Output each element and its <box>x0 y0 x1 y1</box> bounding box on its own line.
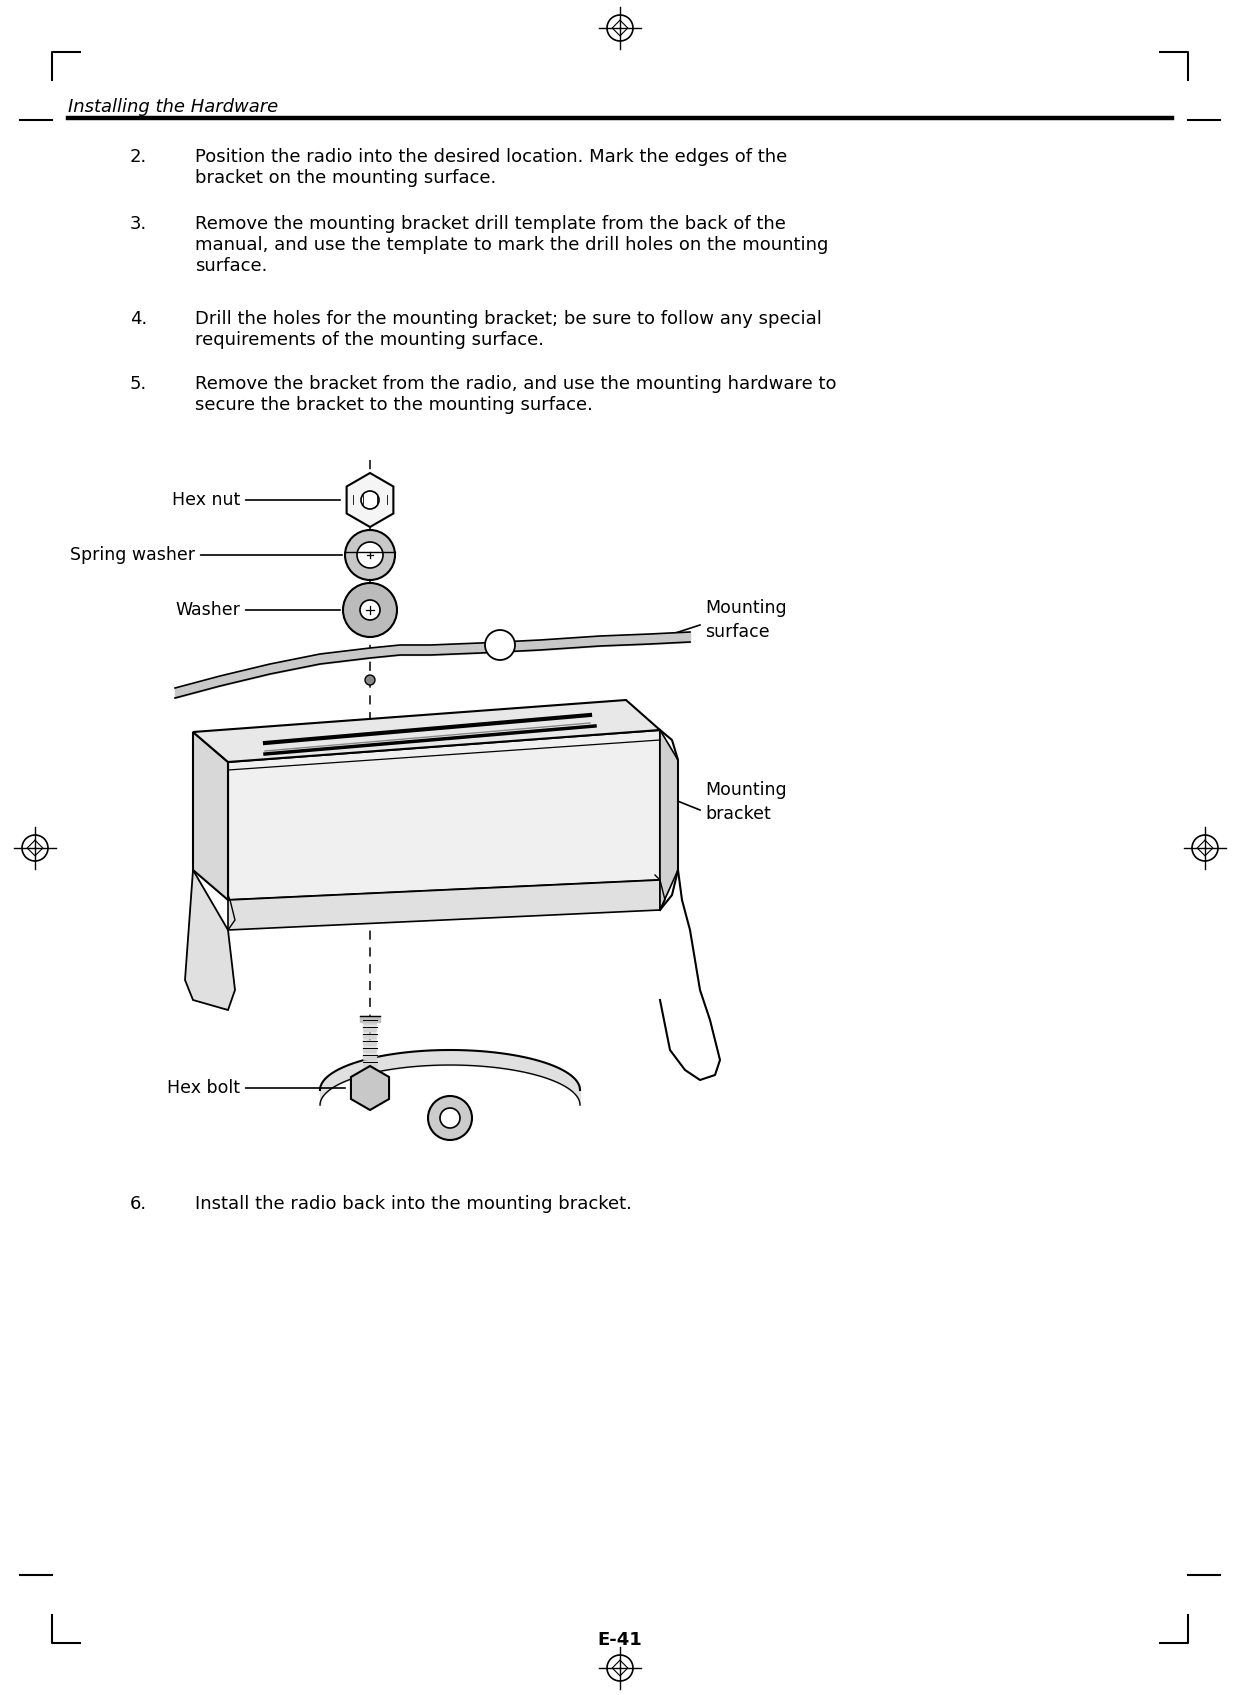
Text: manual, and use the template to mark the drill holes on the mounting: manual, and use the template to mark the… <box>195 236 828 254</box>
Circle shape <box>440 1109 460 1127</box>
Text: Remove the bracket from the radio, and use the mounting hardware to: Remove the bracket from the radio, and u… <box>195 375 837 393</box>
Text: Mounting
bracket: Mounting bracket <box>706 781 786 822</box>
Circle shape <box>365 675 374 685</box>
Text: 2.: 2. <box>130 147 148 166</box>
Text: 4.: 4. <box>130 310 148 329</box>
Circle shape <box>345 531 396 580</box>
Polygon shape <box>363 1034 377 1039</box>
Polygon shape <box>363 1020 377 1025</box>
Circle shape <box>343 583 397 637</box>
Polygon shape <box>228 731 660 900</box>
Text: Washer: Washer <box>175 602 340 619</box>
Text: Position the radio into the desired location. Mark the edges of the: Position the radio into the desired loca… <box>195 147 787 166</box>
Text: Mounting
surface: Mounting surface <box>706 600 786 641</box>
Text: requirements of the mounting surface.: requirements of the mounting surface. <box>195 331 544 349</box>
Polygon shape <box>363 1054 377 1059</box>
Text: Remove the mounting bracket drill template from the back of the: Remove the mounting bracket drill templa… <box>195 215 786 232</box>
Polygon shape <box>228 880 660 931</box>
Polygon shape <box>363 1027 377 1032</box>
Text: 3.: 3. <box>130 215 148 232</box>
Circle shape <box>428 1097 472 1141</box>
Text: E-41: E-41 <box>598 1631 642 1649</box>
Text: 6.: 6. <box>130 1195 148 1214</box>
Text: Hex bolt: Hex bolt <box>167 1080 345 1097</box>
Polygon shape <box>347 473 393 527</box>
Text: bracket on the mounting surface.: bracket on the mounting surface. <box>195 170 496 186</box>
Text: secure the bracket to the mounting surface.: secure the bracket to the mounting surfa… <box>195 397 593 414</box>
Text: Drill the holes for the mounting bracket; be sure to follow any special: Drill the holes for the mounting bracket… <box>195 310 822 329</box>
Polygon shape <box>351 1066 389 1110</box>
Polygon shape <box>185 870 236 1010</box>
Polygon shape <box>363 1063 377 1066</box>
Text: 5.: 5. <box>130 375 148 393</box>
Polygon shape <box>363 1041 377 1046</box>
Polygon shape <box>363 1048 377 1053</box>
Text: Hex nut: Hex nut <box>172 492 340 508</box>
Text: Install the radio back into the mounting bracket.: Install the radio back into the mounting… <box>195 1195 632 1214</box>
Polygon shape <box>193 700 660 763</box>
Circle shape <box>360 600 379 620</box>
Circle shape <box>357 542 383 568</box>
Circle shape <box>485 631 515 659</box>
Text: surface.: surface. <box>195 258 268 275</box>
Polygon shape <box>193 732 228 900</box>
Text: Installing the Hardware: Installing the Hardware <box>68 98 278 115</box>
Polygon shape <box>660 731 678 910</box>
Circle shape <box>361 492 379 508</box>
Polygon shape <box>360 1015 379 1022</box>
Text: Spring washer: Spring washer <box>69 546 342 564</box>
